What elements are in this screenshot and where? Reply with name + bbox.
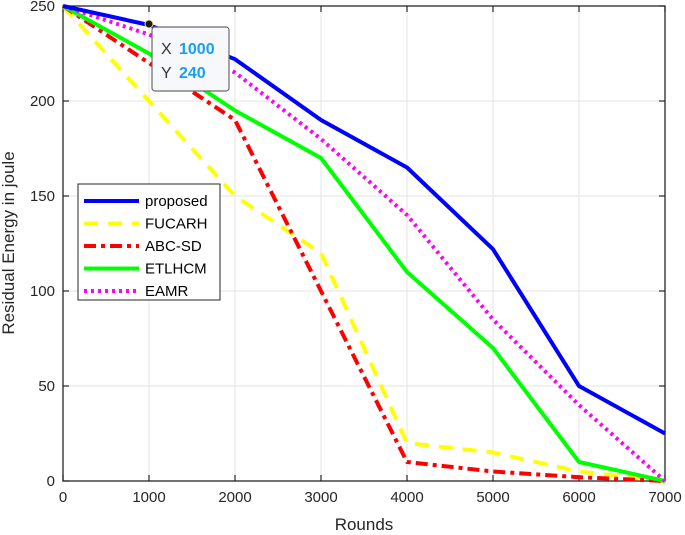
- x-tick-label: 1000: [132, 489, 165, 506]
- y-tick-label: 150: [30, 188, 55, 205]
- datatip-y-key: Y: [161, 65, 172, 82]
- x-tick-label: 7000: [648, 489, 681, 506]
- plot-area-frame: [62, 5, 666, 482]
- legend[interactable]: proposed FUCARH ABC-SD ETLHCM EAMR: [77, 183, 221, 301]
- x-tick-label: 6000: [562, 489, 595, 506]
- y-tick-label: 0: [47, 473, 55, 490]
- x-tick-label: 3000: [304, 489, 337, 506]
- x-tick-label: 4000: [390, 489, 423, 506]
- datatip-x-value: 1000: [179, 41, 215, 58]
- legend-label-etlhcm: ETLHCM: [145, 261, 207, 278]
- y-axis-label: Residual Energy in joule: [0, 151, 18, 334]
- series-line-fucarh[interactable]: [61, 4, 666, 483]
- x-axis-label: Rounds: [335, 515, 394, 534]
- legend-box: [77, 183, 221, 301]
- datatip-box: [151, 26, 230, 92]
- y-tick-label: 100: [30, 283, 55, 300]
- datatip-y-value: 240: [179, 65, 206, 82]
- series-line-abc-sd[interactable]: [61, 4, 666, 483]
- y-tick-label: 50: [38, 378, 55, 395]
- datatip[interactable]: X 1000 Y 240: [144, 19, 230, 92]
- y-tick-label: 200: [30, 93, 55, 110]
- datatip-x-key: X: [161, 41, 172, 58]
- x-tick-label: 5000: [476, 489, 509, 506]
- x-tick-label: 0: [59, 489, 67, 506]
- legend-label-abc-sd: ABC-SD: [145, 238, 202, 255]
- legend-label-proposed: proposed: [145, 193, 208, 210]
- datatip-marker[interactable]: [144, 19, 154, 29]
- y-tick-label: 250: [30, 0, 55, 15]
- axis-ticks: 0 1000 2000 3000 4000 5000 6000 7000 0 50 100 150 20…: [30, 0, 682, 506]
- legend-label-fucarh: FUCARH: [145, 216, 208, 233]
- x-tick-label: 2000: [218, 489, 251, 506]
- legend-label-eamr: EAMR: [145, 283, 189, 300]
